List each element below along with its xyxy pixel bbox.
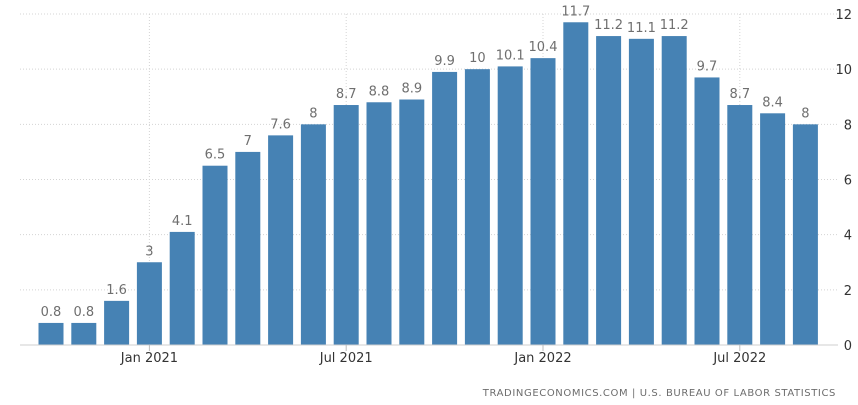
data-label: 1.6 [106,283,127,298]
bar [530,58,556,346]
bar [596,36,622,346]
bar [760,113,786,345]
bar [792,124,818,345]
bar [628,38,654,345]
data-label: 0.8 [41,305,62,320]
y-tick-label: 6 [844,174,852,189]
bar [563,22,589,346]
data-label: 8.7 [729,87,750,102]
bar [235,151,261,345]
data-label: 7 [244,134,252,149]
y-tick-label: 0 [844,339,852,354]
data-label: 10.1 [496,48,525,63]
data-label: 4.1 [172,214,193,229]
data-label: 11.7 [561,4,590,19]
y-tick-label: 4 [844,229,852,244]
data-label: 11.2 [660,18,689,33]
bar [268,135,294,345]
bar [104,300,130,345]
data-label: 8 [801,106,809,121]
data-label: 10.4 [529,40,558,55]
data-label: 3 [145,244,153,259]
x-tick-label: Jul 2022 [712,351,766,366]
y-tick-label: 12 [835,8,852,23]
bar [661,36,687,346]
bar [202,165,228,345]
bar [694,77,720,346]
data-label: 9.9 [434,54,455,69]
data-label: 6.5 [205,148,226,163]
data-label: 0.8 [73,305,94,320]
data-label: 8.9 [401,82,422,97]
data-label: 8.7 [336,87,357,102]
bar [497,66,523,346]
data-label: 11.2 [594,18,623,33]
data-label: 8 [309,106,317,121]
bar [169,231,195,345]
data-label: 7.6 [270,117,291,132]
x-tick-label: Jan 2021 [120,351,178,366]
data-label: 9.7 [697,59,718,74]
data-label: 8.8 [369,84,390,99]
bar [38,322,64,345]
x-tick-label: Jan 2022 [513,351,571,366]
bar [71,322,97,345]
bar [464,69,490,346]
x-tick-label: Jul 2021 [319,351,373,366]
bar [300,124,326,345]
bar [727,105,753,346]
bar [333,105,359,346]
data-label: 11.1 [627,21,656,36]
bar [136,262,162,345]
data-label: 10 [469,51,486,66]
source-credit: TRADINGECONOMICS.COM | U.S. BUREAU OF LA… [482,388,836,399]
y-tick-label: 10 [835,63,852,78]
bar [366,102,392,346]
bar [432,71,458,346]
data-label: 8.4 [762,95,783,110]
bar [399,99,425,345]
y-tick-label: 8 [844,118,852,133]
y-tick-label: 2 [844,284,852,299]
